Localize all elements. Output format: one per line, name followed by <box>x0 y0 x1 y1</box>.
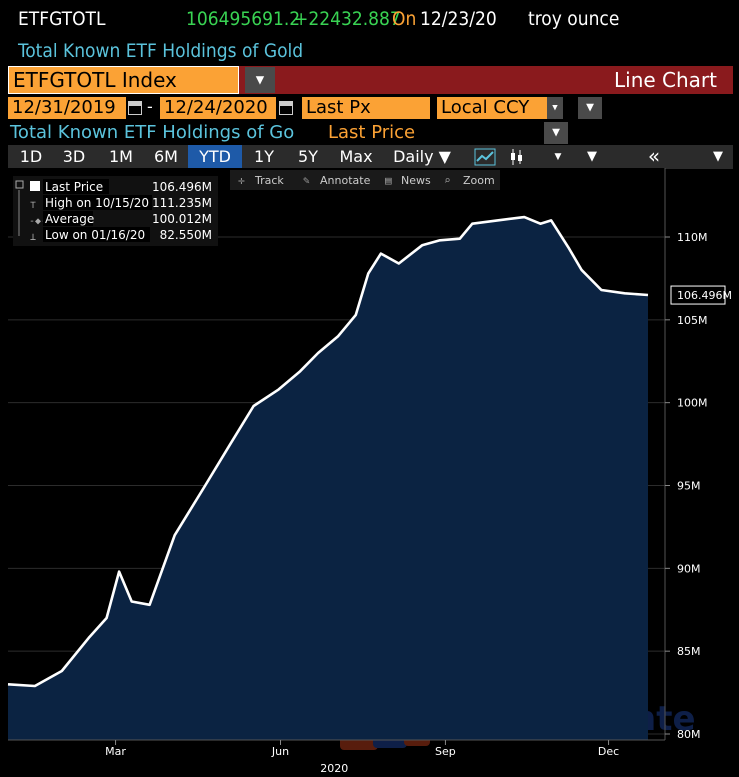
zoom-tool[interactable]: ⌕ Zoom <box>444 174 495 187</box>
menu-icon: ▼ <box>713 149 723 164</box>
ticker-bar: ETFGTOTL 106495691.2 +22432.887 On 12/23… <box>0 0 739 38</box>
period-ytd-button[interactable]: YTD <box>188 145 242 169</box>
security-input[interactable]: ETFGTOTL Index <box>8 66 239 94</box>
ticker-on-label: On <box>392 8 417 30</box>
pencil-icon: ✎ <box>303 174 310 187</box>
toolbar-menu-button[interactable]: ▼ <box>580 145 604 169</box>
chart-tools-bar <box>230 170 500 190</box>
period-toolbar: 1D 3D 1M 6M YTD 1Y 5Y Max Daily ▼ ▼ ▼ « … <box>8 145 733 169</box>
x-axis: Mar Jun Sep Dec <box>105 740 619 758</box>
chart-style-dropdown[interactable]: ▼ <box>546 145 570 169</box>
security-description: Total Known ETF Holdings of Gold <box>18 40 304 62</box>
period-6m-button[interactable]: 6M <box>154 147 178 166</box>
date-range-dash: - <box>147 97 153 116</box>
magnifier-icon: ⌕ <box>444 174 451 187</box>
menu-icon: ▼ <box>587 149 597 164</box>
legend-last-price-value: 106.496M <box>152 180 212 194</box>
legend-low-value: 82.550M <box>160 228 212 242</box>
y-axis: 80M 85M 90M 95M 100M 105M 110M <box>665 231 708 741</box>
ticker-date: 12/23/20 <box>420 8 497 30</box>
options-menu-button[interactable]: ▼ <box>706 145 730 169</box>
period-5y-button[interactable]: 5Y <box>298 147 318 166</box>
y-tick-label: 95M <box>677 480 701 493</box>
y-tick-label: 90M <box>677 562 701 575</box>
y-tick-label: 105M <box>677 314 708 327</box>
legend-high-label: High on 10/15/20 <box>45 196 149 210</box>
line-chart-toggle[interactable] <box>470 145 500 169</box>
menu-icon: ▼ <box>586 100 594 115</box>
field-select[interactable]: Last Px <box>302 97 430 119</box>
y-tick-label: 85M <box>677 645 701 658</box>
chevron-down-icon: ▼ <box>552 103 558 113</box>
period-1m-button[interactable]: 1M <box>109 147 133 166</box>
series-name: Total Known ETF Holdings of Go <box>10 122 295 143</box>
average-marker-icon: -◆- <box>29 216 47 227</box>
series-menu-button[interactable]: ▼ <box>544 122 568 144</box>
menu-icon: ▼ <box>255 72 265 88</box>
chevron-down-icon: ▼ <box>554 152 562 162</box>
low-marker-icon: ⊥ <box>30 232 36 243</box>
ticker-symbol: ETFGTOTL <box>18 8 106 30</box>
frequency-select[interactable]: Daily ▼ <box>393 147 451 166</box>
legend-low-label: Low on 01/16/20 <box>45 228 145 242</box>
currency-select[interactable]: Local CCY <box>437 97 547 119</box>
candlestick-icon <box>511 149 522 165</box>
area-fill <box>8 217 648 741</box>
x-tick-label: Dec <box>598 745 619 758</box>
params-menu-button[interactable]: ▼ <box>578 97 602 119</box>
legend-high-value: 111.235M <box>152 196 212 210</box>
period-3d-button[interactable]: 3D <box>62 147 86 166</box>
double-chevron-left-icon: « <box>647 144 661 168</box>
x-tick-label: Jun <box>271 745 289 758</box>
period-max-button[interactable]: Max <box>339 147 373 166</box>
high-marker-icon: ⊤ <box>30 200 36 211</box>
track-tool[interactable]: ✛ Track <box>238 174 284 187</box>
line-chart-icon <box>474 148 496 166</box>
y-tick-label: 100M <box>677 397 708 410</box>
start-date-input[interactable]: 12/31/2019 <box>8 97 126 119</box>
news-tool-label: News <box>401 174 431 187</box>
legend-average-value: 100.012M <box>152 212 212 226</box>
annotate-tool[interactable]: ✎ Annotate <box>303 174 371 187</box>
legend-collapse-icon[interactable] <box>15 180 24 189</box>
annotate-tool-label: Annotate <box>320 174 371 187</box>
last-value-marker: 106.496M <box>670 285 732 305</box>
news-icon: ▤ <box>385 174 392 187</box>
security-bar: ETFGTOTL Index ▼ Line Chart <box>8 66 733 94</box>
end-date-input[interactable]: 12/24/2020 <box>160 97 276 119</box>
currency-dropdown-button[interactable]: ▼ <box>547 97 563 119</box>
collapse-button[interactable]: « <box>640 145 668 169</box>
ticker-change: +22432.887 <box>294 8 401 30</box>
series-field-label: Last Price <box>328 122 416 143</box>
legend-average-label: Average <box>45 212 94 226</box>
x-tick-label: Sep <box>435 745 456 758</box>
calendar-icon[interactable] <box>279 101 293 115</box>
last-value-label: 106.496M <box>677 289 732 302</box>
y-tick-label: 110M <box>677 231 708 244</box>
crosshair-icon: ✛ <box>238 174 245 187</box>
news-tool[interactable]: ▤ News <box>385 174 431 187</box>
ticker-unit: troy ounce <box>528 8 620 30</box>
menu-icon: ▼ <box>552 125 560 140</box>
y-tick-label: 80M <box>677 728 701 741</box>
chart-type-label: Line Chart <box>614 68 717 92</box>
ticker-value: 106495691.2 <box>186 8 301 30</box>
track-tool-label: Track <box>254 174 284 187</box>
legend-swatch <box>30 181 40 191</box>
x-axis-year-label: 2020 <box>320 762 348 775</box>
legend-last-price-label: Last Price <box>45 180 103 194</box>
legend: Last Price 106.496M ⊤ High on 10/15/20 1… <box>13 176 218 246</box>
security-dropdown-button[interactable]: ▼ <box>245 67 275 93</box>
zoom-tool-label: Zoom <box>463 174 495 187</box>
period-1d-button[interactable]: 1D <box>19 147 43 166</box>
candlestick-toggle[interactable] <box>504 145 530 169</box>
x-tick-label: Mar <box>105 745 126 758</box>
calendar-icon[interactable] <box>128 101 142 115</box>
price-line <box>7 215 649 688</box>
period-1y-button[interactable]: 1Y <box>254 147 274 166</box>
